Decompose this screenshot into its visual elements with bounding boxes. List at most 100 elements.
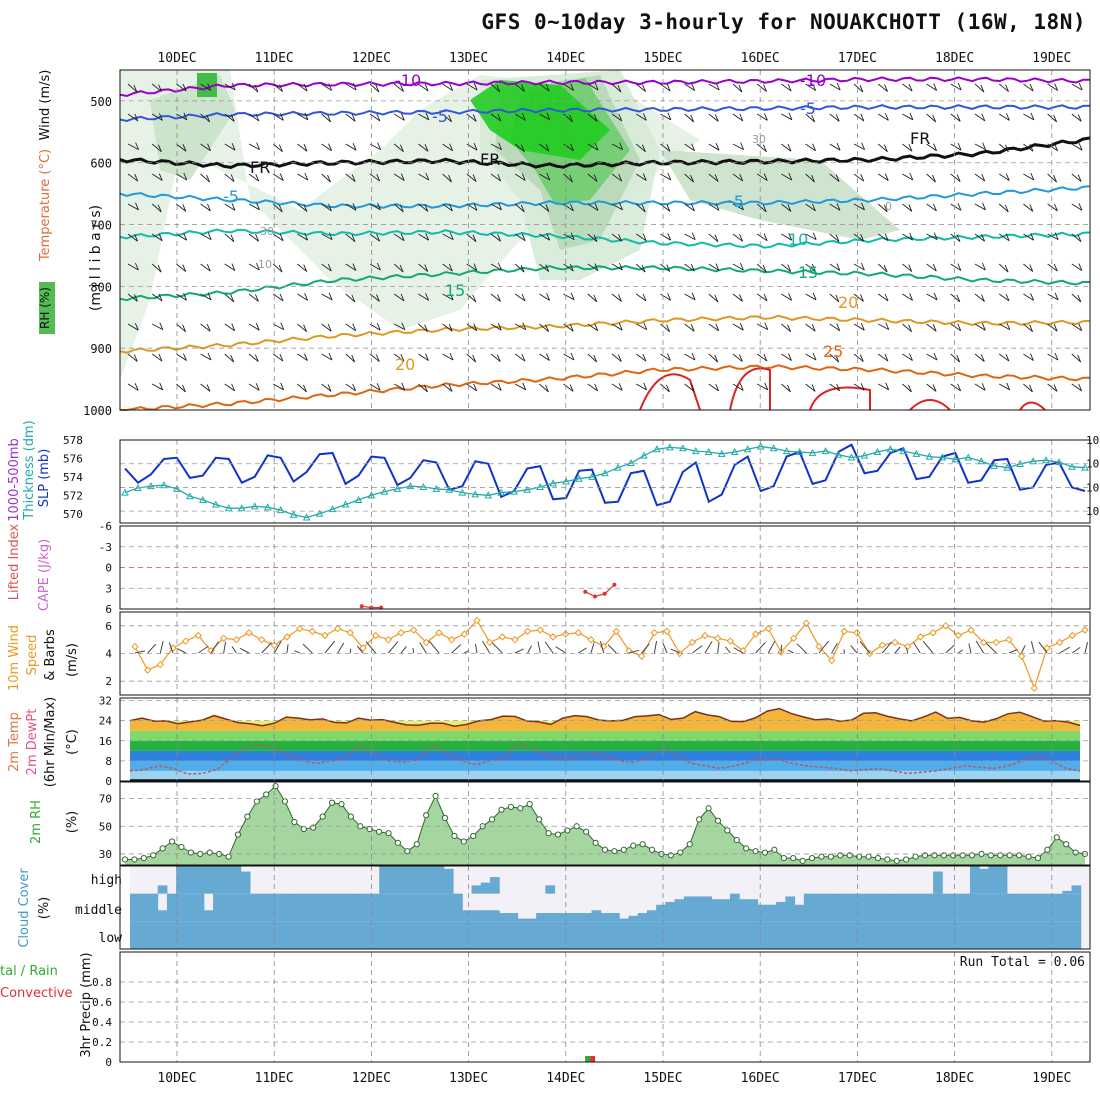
cloud-bar-middle	[388, 893, 399, 922]
cloud-bar-low	[610, 921, 620, 949]
wind-barb-flag	[498, 142, 503, 150]
wind-barb	[635, 353, 647, 362]
wind-barb	[297, 323, 307, 333]
wind-barb-flag	[1004, 204, 1009, 213]
wind-barb	[442, 353, 454, 361]
wind-speed-point	[397, 629, 405, 637]
wind-speed-point	[1005, 635, 1013, 644]
wind-barb	[563, 173, 573, 183]
wind-barb	[369, 83, 380, 93]
wind-barb-10m	[428, 640, 440, 654]
cloud-bar-low	[360, 921, 371, 949]
thickness-point	[964, 453, 973, 461]
wind-barb	[1023, 383, 1033, 393]
wind-barb	[611, 263, 623, 271]
wind-barb-flag	[521, 353, 526, 362]
cloud-bar-low	[1034, 921, 1045, 949]
p3-frame	[119, 525, 1091, 610]
date-label-top: 13DEC	[449, 51, 488, 66]
wind-barb	[974, 143, 986, 151]
wind-barb-flag	[206, 114, 211, 123]
wind-barb	[926, 173, 936, 183]
wind-barb	[805, 353, 817, 361]
wind-barb-flag	[933, 292, 938, 300]
wind-barb-flag	[425, 353, 429, 361]
rh-point	[921, 852, 929, 859]
wind-barb	[297, 203, 308, 212]
wind-barb-flag	[449, 203, 453, 212]
wind-barb-flag	[860, 294, 864, 302]
wind-barb	[1071, 383, 1082, 392]
wind-barb-flag	[520, 264, 525, 273]
wind-barb	[1023, 83, 1034, 92]
wind-barb-flag	[835, 294, 840, 303]
wind-barb-flag	[133, 84, 138, 93]
wind-barb-flag	[642, 233, 647, 241]
wind-barb-flag	[1054, 232, 1059, 240]
wind-barb-10m	[239, 647, 250, 654]
wind-barb	[950, 233, 961, 243]
wind-barb	[563, 113, 573, 123]
wind-barb-10m	[286, 644, 289, 654]
wind-barb-flag	[473, 82, 478, 91]
wind-barb	[200, 353, 212, 361]
wind-barb	[635, 323, 648, 331]
wind-barb-flag	[400, 113, 405, 121]
cloud-bar-low	[277, 921, 288, 949]
cloud-bar-low	[785, 921, 796, 949]
wind-barb-flag	[836, 383, 841, 392]
wind-barb-flag	[206, 174, 210, 183]
cloud-bar-middle	[591, 910, 602, 922]
wind-barb-flag	[764, 322, 769, 330]
wind-barb-flag	[860, 113, 865, 122]
wind-barb-flag	[133, 354, 138, 362]
wind-barb	[490, 293, 501, 302]
wind-barb-flag	[884, 113, 889, 121]
wind-barb	[950, 323, 962, 332]
wind-barb	[200, 113, 210, 123]
wind-barb	[393, 143, 404, 153]
cloud-bar-middle	[508, 913, 519, 922]
wind-speed-point	[409, 626, 418, 634]
p2-frame	[119, 439, 1091, 524]
rh-point	[394, 839, 402, 846]
thickness-point	[198, 495, 207, 503]
cloud-bar-low	[480, 921, 491, 949]
rh-point	[950, 852, 957, 859]
wind-barb	[563, 203, 574, 212]
wind-barb	[563, 233, 575, 241]
contour-label--10: -10	[395, 71, 421, 90]
wind-barb-flag	[401, 382, 406, 390]
wind-barb-flag	[352, 203, 357, 211]
wind-barb-flag	[520, 204, 525, 213]
wind-speed-point	[523, 627, 532, 636]
contour-label--5: -5	[223, 187, 239, 206]
wind-barb	[297, 293, 308, 301]
wind-barb	[611, 83, 622, 93]
wind-barb-flag	[812, 232, 817, 240]
cloud-bar-middle	[517, 918, 528, 922]
wind-barb-flag	[352, 323, 357, 331]
date-label-top: 11DEC	[255, 51, 294, 66]
wind-barb	[611, 293, 622, 302]
wind-barb-flag	[666, 83, 671, 92]
rh-point	[940, 852, 947, 859]
wind-barb	[176, 143, 187, 152]
wind-barb-flag	[643, 322, 648, 330]
lifted-index-point	[359, 604, 364, 609]
thickness-point	[497, 488, 506, 496]
axis-title-p1_temp: Temperature (°C)	[38, 149, 53, 262]
wind-barb-flag	[715, 203, 720, 211]
wind-barb-flag	[981, 173, 986, 182]
wind-barb	[926, 383, 937, 392]
rh-point	[743, 845, 750, 852]
wind-barb-flag	[1030, 233, 1035, 241]
wind-barb-flag	[473, 203, 478, 211]
thickness-point	[1068, 462, 1076, 470]
wind-barb-flag	[981, 234, 985, 242]
wind-barb	[635, 233, 647, 242]
thickness-point	[756, 442, 765, 450]
thickness-point	[743, 445, 752, 453]
wind-barb-flag	[400, 293, 405, 302]
wind-barb-flag	[304, 353, 308, 361]
